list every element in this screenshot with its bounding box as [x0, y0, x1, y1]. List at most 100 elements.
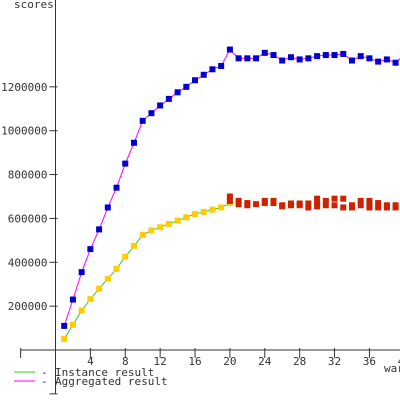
legend-dash-instance: - [41, 366, 48, 379]
legend-label-aggregated: Aggregated result [55, 375, 168, 388]
x-tick-label: 4 [87, 355, 94, 368]
data-point-instance [139, 231, 146, 238]
data-point-instance [61, 336, 68, 343]
data-point-aggregated [113, 184, 120, 191]
data-point-instance [69, 321, 76, 328]
ticks: 4812162024283236404420000040000060000080… [1, 81, 400, 395]
legend: - Instance result - Aggregated result [14, 366, 168, 388]
data-point-cluster [279, 203, 286, 210]
data-point-instance [104, 275, 111, 282]
data-point-cluster [253, 201, 260, 208]
data-point-aggregated [148, 110, 155, 117]
data-point-aggregated [61, 322, 68, 329]
y-tick-label: 200000 [8, 300, 48, 313]
data-point-aggregated [139, 117, 146, 124]
x-tick-label: 16 [188, 355, 201, 368]
data-point-instance [200, 208, 207, 215]
x-tick-label: 8 [122, 355, 129, 368]
data-point-instance [218, 204, 225, 211]
data-point-aggregated [366, 55, 373, 62]
data-point-aggregated [322, 52, 329, 59]
data-point-aggregated [383, 56, 390, 63]
data-point-aggregated [253, 55, 260, 62]
data-point-aggregated [218, 63, 225, 70]
data-point-instance [157, 224, 164, 231]
x-tick-label: 28 [293, 355, 306, 368]
data-point-aggregated [270, 52, 277, 59]
data-point-instance [209, 206, 216, 213]
data-point-instance [174, 217, 181, 224]
data-point-instance [113, 265, 120, 272]
series-line-instance [63, 202, 231, 340]
data-point-aggregated [331, 52, 338, 59]
data-point-cluster [314, 195, 321, 202]
data-point-aggregated [104, 204, 111, 211]
data-point-cluster [366, 197, 373, 204]
axes [20, 0, 400, 394]
data-point-instance [87, 296, 94, 303]
data-point-aggregated [296, 56, 303, 63]
x-tick-label: 12 [154, 355, 167, 368]
data-point-cluster [314, 203, 321, 210]
data-point-cluster [357, 197, 364, 204]
data-point-aggregated [226, 46, 233, 53]
data-point-cluster [244, 200, 251, 207]
data-point-aggregated [157, 102, 164, 109]
x-tick-label: 36 [363, 355, 376, 368]
data-point-cluster [340, 204, 347, 211]
data-point-aggregated [130, 139, 137, 146]
data-point-cluster [348, 202, 355, 209]
data-point-cluster [375, 204, 382, 211]
x-tick-label: 40 [398, 355, 400, 368]
data-point-aggregated [244, 55, 251, 62]
x-tick-label: 32 [328, 355, 341, 368]
data-point-instance [183, 214, 190, 221]
data-point-cluster [331, 202, 338, 209]
data-point-aggregated [165, 95, 172, 102]
data-point-cluster [366, 204, 373, 211]
data-point-instance [96, 285, 103, 292]
data-point-instance [192, 211, 199, 218]
data-point-cluster [226, 193, 233, 200]
data-point-cluster [235, 197, 242, 204]
data-point-aggregated [192, 77, 199, 84]
y-tick-label: 400000 [8, 256, 48, 269]
data-point-aggregated [261, 49, 268, 56]
data-point-instance [165, 220, 172, 227]
data-point-cluster [383, 204, 390, 211]
data-point-aggregated [87, 246, 94, 253]
data-point-aggregated [78, 269, 85, 276]
data-point-cluster [392, 202, 399, 209]
data-point-aggregated [375, 58, 382, 65]
data-point-aggregated [209, 66, 216, 73]
data-point-aggregated [357, 53, 364, 60]
data-point-aggregated [122, 160, 129, 167]
y-tick-label: 600000 [8, 212, 48, 225]
data-point-cluster [305, 200, 312, 207]
data-point-aggregated [235, 55, 242, 62]
data-point-aggregated [392, 59, 399, 66]
legend-dash-aggregated: - [41, 375, 48, 388]
data-point-aggregated [69, 296, 76, 303]
y-tick-label: 1000000 [1, 125, 47, 138]
series-line-aggregated [63, 48, 400, 327]
x-tick-label: 24 [258, 355, 272, 368]
data-point-instance [148, 227, 155, 234]
data-point-cluster [270, 197, 277, 204]
data-point-cluster [331, 195, 338, 202]
data-point-instance [78, 307, 85, 314]
y-tick-label: 1200000 [1, 81, 47, 94]
data-point-cluster [287, 200, 294, 207]
data-point-aggregated [279, 57, 286, 64]
data-point-cluster [340, 195, 347, 202]
x-tick-label: 20 [223, 355, 236, 368]
legend-label-instance: Instance result [55, 366, 154, 379]
data-point-instance [130, 242, 137, 249]
series-layer [61, 46, 400, 343]
y-tick-label: 800000 [8, 169, 48, 182]
data-point-aggregated [174, 89, 181, 96]
data-point-aggregated [96, 226, 103, 233]
data-point-aggregated [183, 83, 190, 90]
data-point-aggregated [287, 54, 294, 61]
